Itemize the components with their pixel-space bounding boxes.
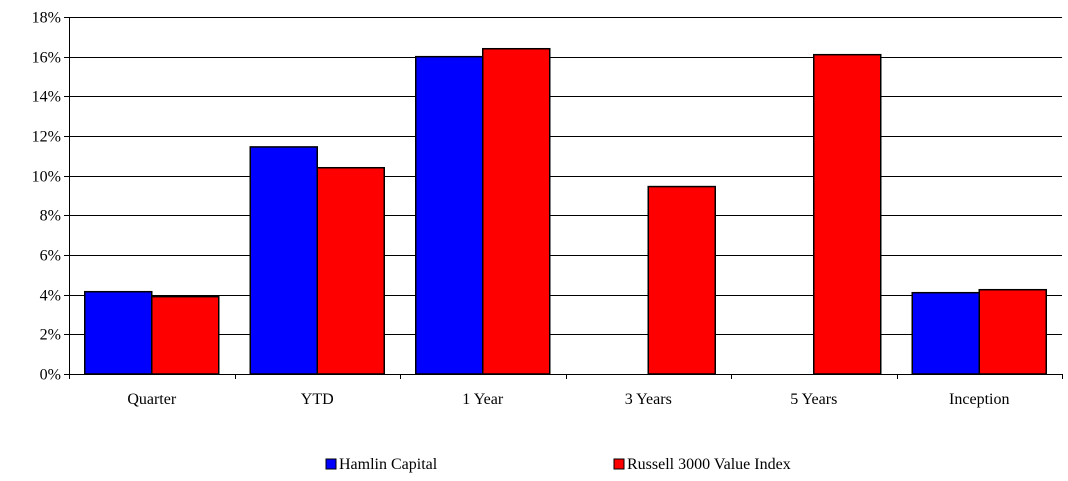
bar-russell-3000-value-2 [482,47,551,375]
axis-labels: 0% 2% 4% 6% 8% 10% 12% 14% 16% 18% Quarter YTD 1 Yea… [32,10,1010,409]
y-tick-label: 4% [40,288,61,305]
bar-russell-3000-value-3 [647,185,716,375]
y-tick-label: 6% [40,248,61,265]
bars [84,47,1047,375]
x-tick-label: 5 Years [790,391,837,408]
y-tick-label: 16% [32,50,61,67]
axes [64,17,1063,379]
bar-hamlin-capital-5 [911,291,980,375]
bar-russell-3000-value-1 [316,166,385,375]
legend: Hamlin Capital Russell 3000 Value Index [325,456,791,473]
bar-russell-3000-value-5 [978,288,1047,375]
x-tick-label: Quarter [127,391,177,408]
bar-russell-3000-value-4 [813,53,882,375]
bar-hamlin-capital-0 [84,290,153,375]
bar-hamlin-capital-2 [415,55,484,375]
y-tick-label: 18% [32,10,61,27]
legend-label: Hamlin Capital [339,456,438,473]
x-tick-label: YTD [301,391,334,408]
y-tick-label: 2% [40,327,61,344]
x-tick-label: 3 Years [625,391,672,408]
y-tick-label: 8% [40,208,61,225]
bar-russell-3000-value-0 [151,295,220,375]
legend-label: Russell 3000 Value Index [627,456,791,473]
legend-swatch [325,458,337,470]
gridlines [69,17,1062,335]
y-tick-label: 12% [32,129,61,146]
x-tick-label: Inception [949,391,1009,408]
x-tick-label: 1 Year [462,391,504,408]
y-tick-label: 10% [32,169,61,186]
y-tick-label: 14% [32,89,61,106]
legend-swatch [613,458,625,470]
bar-hamlin-capital-1 [249,146,318,375]
y-tick-label: 0% [40,367,61,384]
